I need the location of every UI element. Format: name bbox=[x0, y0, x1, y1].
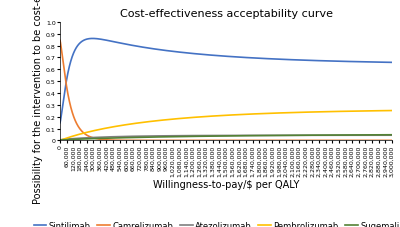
Atezolizumab bbox=[58, 139, 62, 141]
Legend: Sintilimab, Camrelizumab, Atezolizumab, Pembrolizumab, Sugemalimab: Sintilimab, Camrelizumab, Atezolizumab, … bbox=[30, 218, 400, 227]
Sugemalimab bbox=[185, 136, 190, 138]
Pembrolizumab bbox=[115, 125, 120, 128]
Sugemalimab bbox=[390, 134, 394, 136]
Sugemalimab bbox=[348, 134, 352, 137]
Camrelizumab bbox=[347, 139, 352, 142]
Line: Sintilimab: Sintilimab bbox=[60, 39, 392, 123]
Camrelizumab bbox=[199, 139, 204, 142]
Sugemalimab bbox=[115, 137, 120, 140]
Pembrolizumab bbox=[347, 110, 352, 113]
Atezolizumab bbox=[58, 139, 62, 141]
Atezolizumab bbox=[96, 136, 100, 139]
Pembrolizumab bbox=[185, 117, 190, 120]
Atezolizumab bbox=[390, 134, 394, 137]
Pembrolizumab bbox=[96, 129, 100, 132]
Y-axis label: Possibility for the intervention to be cost-effective: Possibility for the intervention to be c… bbox=[33, 0, 43, 203]
Atezolizumab bbox=[185, 135, 190, 137]
Sintilimab bbox=[348, 61, 352, 64]
Camrelizumab bbox=[115, 139, 120, 142]
Camrelizumab bbox=[96, 138, 100, 141]
Pembrolizumab bbox=[383, 110, 388, 113]
Pembrolizumab bbox=[390, 110, 394, 112]
Atezolizumab bbox=[383, 134, 388, 137]
Camrelizumab bbox=[390, 139, 394, 142]
X-axis label: Willingness-to-pay/$ per QALY: Willingness-to-pay/$ per QALY bbox=[153, 179, 299, 189]
Sintilimab bbox=[58, 122, 62, 125]
Camrelizumab bbox=[383, 139, 388, 142]
Line: Atezolizumab: Atezolizumab bbox=[60, 136, 392, 140]
Sintilimab bbox=[200, 54, 204, 57]
Sintilimab bbox=[185, 52, 190, 55]
Atezolizumab bbox=[348, 134, 352, 137]
Sugemalimab bbox=[58, 139, 62, 142]
Pembrolizumab bbox=[58, 139, 62, 142]
Line: Sugemalimab: Sugemalimab bbox=[60, 135, 392, 140]
Sugemalimab bbox=[200, 135, 204, 138]
Sintilimab bbox=[90, 38, 95, 41]
Line: Camrelizumab: Camrelizumab bbox=[60, 41, 392, 141]
Sintilimab bbox=[115, 42, 120, 45]
Camrelizumab bbox=[185, 139, 190, 142]
Atezolizumab bbox=[200, 135, 204, 137]
Camrelizumab bbox=[58, 40, 62, 43]
Sugemalimab bbox=[96, 138, 100, 140]
Title: Cost-effectiveness acceptability curve: Cost-effectiveness acceptability curve bbox=[120, 9, 332, 19]
Atezolizumab bbox=[115, 136, 120, 138]
Sugemalimab bbox=[58, 139, 62, 142]
Sintilimab bbox=[383, 62, 388, 64]
Sintilimab bbox=[390, 62, 394, 64]
Sintilimab bbox=[96, 38, 100, 41]
Line: Pembrolizumab: Pembrolizumab bbox=[60, 111, 392, 141]
Sugemalimab bbox=[383, 134, 388, 137]
Pembrolizumab bbox=[199, 116, 204, 119]
